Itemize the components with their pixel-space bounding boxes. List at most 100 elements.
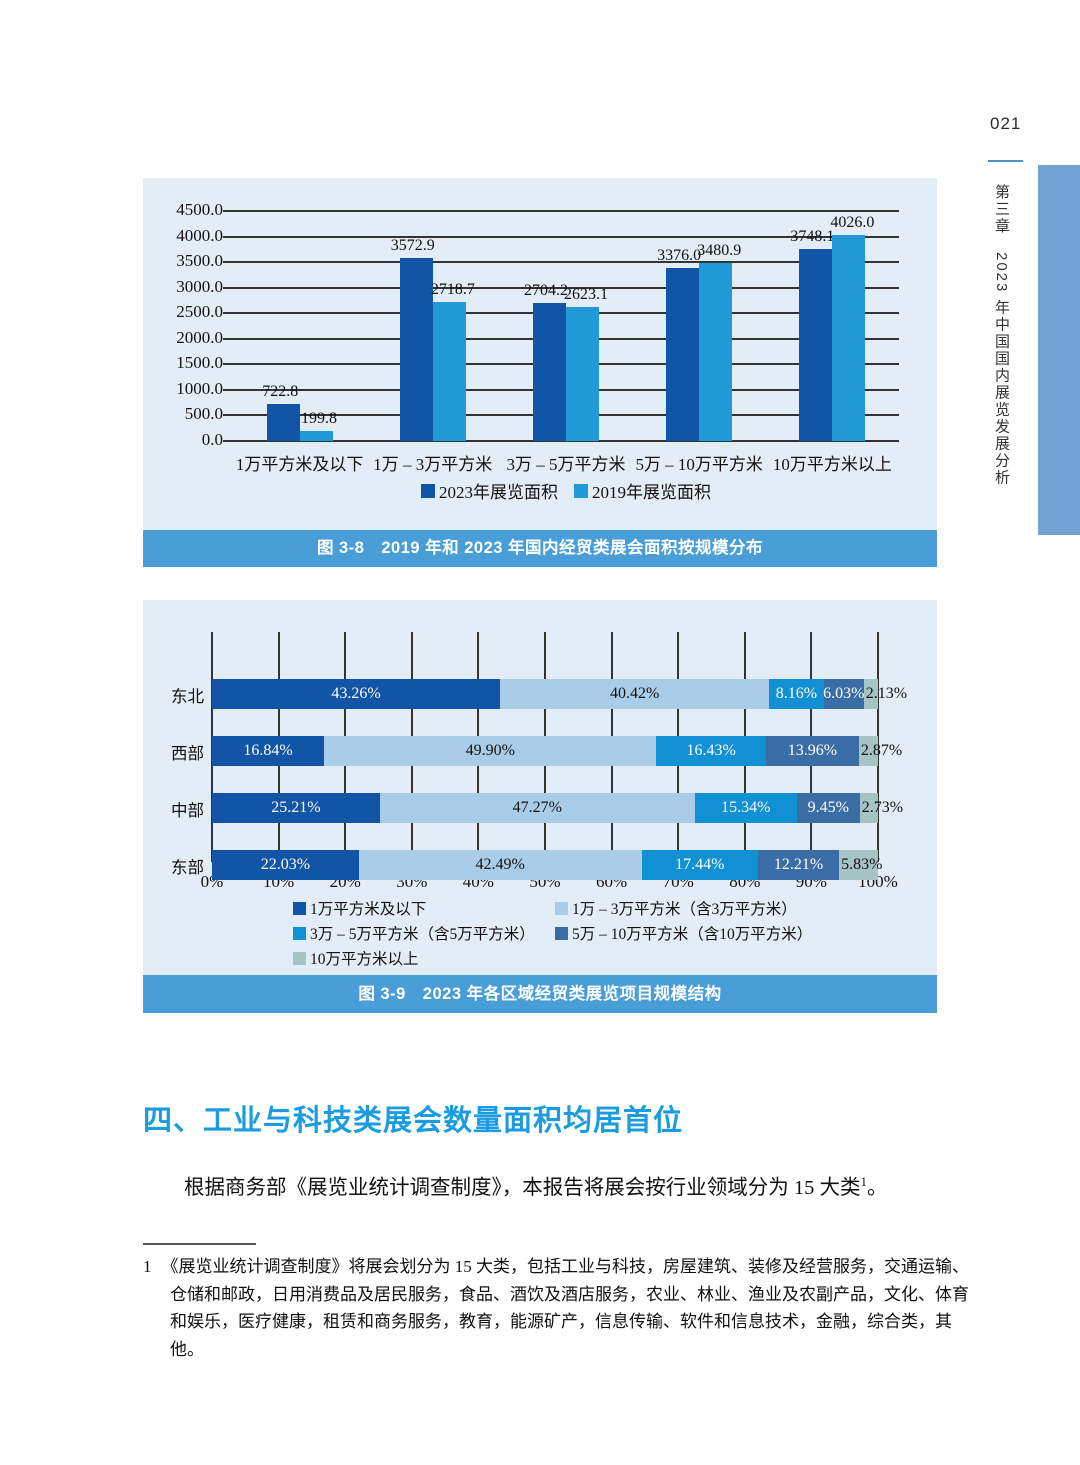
bar-segment: 12.21% [757, 850, 840, 880]
y-tick-label: 1000.0 [176, 378, 223, 398]
legend-swatch [293, 951, 306, 965]
paragraph-text: 根据商务部《展览业统计调查制度》，本报告将展会按行业领域分为 15 大类 [184, 1176, 861, 1199]
segment-value-label: 25.21% [271, 799, 321, 816]
bar-segment: 13.96% [765, 736, 859, 766]
bar-value-label: 722.8 [262, 383, 299, 401]
bar-segment: 2.87% [858, 736, 902, 766]
legend-item: 1万平方米及以下 [293, 897, 555, 919]
chart-legend: 2023年展览面积 2019年展览面积 [233, 478, 899, 503]
figure-caption-3-8: 图 3-8 2019 年和 2023 年国内经贸类展会面积按规模分布 [143, 530, 937, 567]
footnote-text: 《展览业统计调查制度》将展会划分为 15 大类，包括工业与科技，房屋建筑、装修及… [161, 1257, 970, 1359]
legend-label: 1万 – 3万平方米（含3万平方米） [572, 901, 797, 918]
segment-value-label: 13.96% [787, 742, 838, 759]
bar-segment: 16.84% [212, 736, 325, 766]
y-tick-label: 3000.0 [176, 276, 223, 296]
bar-segment: 40.42% [500, 679, 770, 709]
footnote: 1 《展览业统计调查制度》将展会划分为 15 大类，包括工业与科技，房屋建筑、装修… [143, 1253, 978, 1363]
bar-segment: 5.83% [839, 850, 882, 880]
legend-swatch [421, 483, 435, 498]
bar-segment: 9.45% [796, 793, 860, 823]
segment-value-label: 2.87% [860, 742, 903, 759]
segment-value-label: 42.49% [475, 856, 525, 873]
bar: 199.8 [299, 410, 337, 441]
segment-value-label: 5.83% [841, 856, 883, 873]
y-tick-label: 1500.0 [176, 353, 223, 373]
figure-caption-3-9: 图 3-9 2023 年各区域经贸类展览项目规模结构 [143, 975, 937, 1013]
segment-value-label: 43.26% [331, 685, 381, 702]
y-tick-label: 4000.0 [176, 225, 223, 245]
footnote-marker: 1 [143, 1257, 152, 1276]
page-number-rule [988, 160, 1023, 162]
chapter-sidebar-title: 第三章 2023 年中国国内展览发展分析 [993, 184, 1010, 487]
segment-value-label: 49.90% [465, 742, 515, 759]
row-label: 东部 [171, 858, 204, 877]
bar: 3572.9 [391, 237, 435, 441]
stacked-bar-row: 22.03% 42.49% 17.44% 12.21% 5.83% [212, 850, 882, 880]
bar-value-label: 2718.7 [430, 281, 475, 299]
legend-swatch [293, 926, 306, 940]
segment-value-label: 40.42% [610, 685, 660, 702]
segment-value-label: 2.13% [865, 685, 908, 702]
category-label: 5万 – 10万平方米 [635, 455, 763, 474]
legend-item: 1万 – 3万平方米（含3万平方米） [555, 897, 812, 919]
legend-label: 3万 – 5万平方米（含5万平方米） [310, 926, 535, 943]
category-label: 1万平方米及以下 [235, 455, 364, 474]
y-tick-label: 2500.0 [176, 302, 223, 322]
bar-segment: 15.34% [694, 793, 797, 823]
category-label: 10万平方米以上 [772, 455, 892, 474]
gridline-horizontal [223, 210, 899, 212]
bar-value-label: 4026.0 [830, 214, 875, 232]
row-label: 中部 [171, 801, 204, 820]
segment-value-label: 17.44% [675, 856, 725, 873]
chart-panel-fig3-8: 722.8 199.8 3572.9 2718.7 2704.2 2623.1 3376.0… [143, 178, 937, 530]
bar-value-label: 3572.9 [390, 237, 435, 255]
legend-swatch [555, 926, 568, 940]
bar: 722.8 [262, 383, 300, 441]
bar: 3748.1 [790, 228, 834, 441]
bar-segment: 42.49% [358, 850, 642, 880]
stacked-bar-row: 25.21% 47.27% 15.34% 9.45% 2.73% [212, 793, 903, 823]
bar-segment: 2.73% [859, 793, 903, 823]
legend-swatch [293, 901, 306, 915]
bar-value-label: 199.8 [300, 409, 337, 427]
chart-legend: 1万平方米及以下 1万 – 3万平方米（含3万平方米） 3万 – 5万平方米（含5万… [293, 897, 812, 969]
bar-value-label: 3376.0 [657, 247, 702, 265]
bar: 2704.2 [524, 282, 568, 441]
section-heading: 四、工业与科技类展会数量面积均居首位 [143, 1105, 684, 1137]
bar-segment: 17.44% [641, 850, 758, 880]
chapter-sidebar-bar [1038, 165, 1080, 535]
row-label: 西部 [171, 744, 204, 763]
footnote-separator [143, 1243, 256, 1245]
bar: 2718.7 [431, 281, 475, 441]
legend-label: 5万 – 10万平方米（含10万平方米） [572, 926, 813, 943]
stacked-bar-chart-plot: 43.26% 40.42% 8.16% 6.03% 2.13% 16.84% 49.90% 1… [211, 632, 907, 880]
segment-value-label: 9.45% [807, 799, 849, 816]
bar: 3376.0 [657, 247, 701, 441]
segment-value-label: 15.34% [721, 799, 771, 816]
bar-value-label: 3748.1 [790, 228, 835, 246]
legend-label: 1万平方米及以下 [310, 901, 427, 918]
bar-segment: 2.13% [863, 679, 907, 709]
bar-segment: 49.90% [324, 736, 657, 766]
y-tick-label: 2000.0 [176, 327, 223, 347]
body-paragraph: 根据商务部《展览业统计调查制度》，本报告将展会按行业领域分为 15 大类1。 [143, 1172, 948, 1205]
bar-segment: 8.16% [769, 679, 824, 709]
legend-item: 2023年展览面积 [421, 478, 558, 503]
segment-value-label: 22.03% [260, 856, 311, 873]
gridline-horizontal [223, 235, 899, 238]
paragraph-period: 。 [867, 1176, 888, 1199]
category-label: 3万 – 5万平方米 [506, 455, 626, 474]
segment-value-label: 8.16% [775, 685, 818, 702]
bar: 2623.1 [564, 286, 608, 441]
y-tick-label: 3500.0 [176, 251, 223, 271]
bar: 3480.9 [697, 242, 741, 441]
gridline-horizontal [223, 261, 899, 264]
bar-segment: 47.27% [379, 793, 695, 823]
stacked-bar-row: 16.84% 49.90% 16.43% 13.96% 2.87% [212, 736, 902, 766]
gridline-horizontal [223, 440, 899, 442]
bar-segment: 16.43% [656, 736, 766, 766]
category-label: 1万 – 3万平方米 [373, 455, 493, 474]
legend-item: 2019年展览面积 [574, 478, 711, 503]
segment-value-label: 12.21% [773, 856, 824, 873]
